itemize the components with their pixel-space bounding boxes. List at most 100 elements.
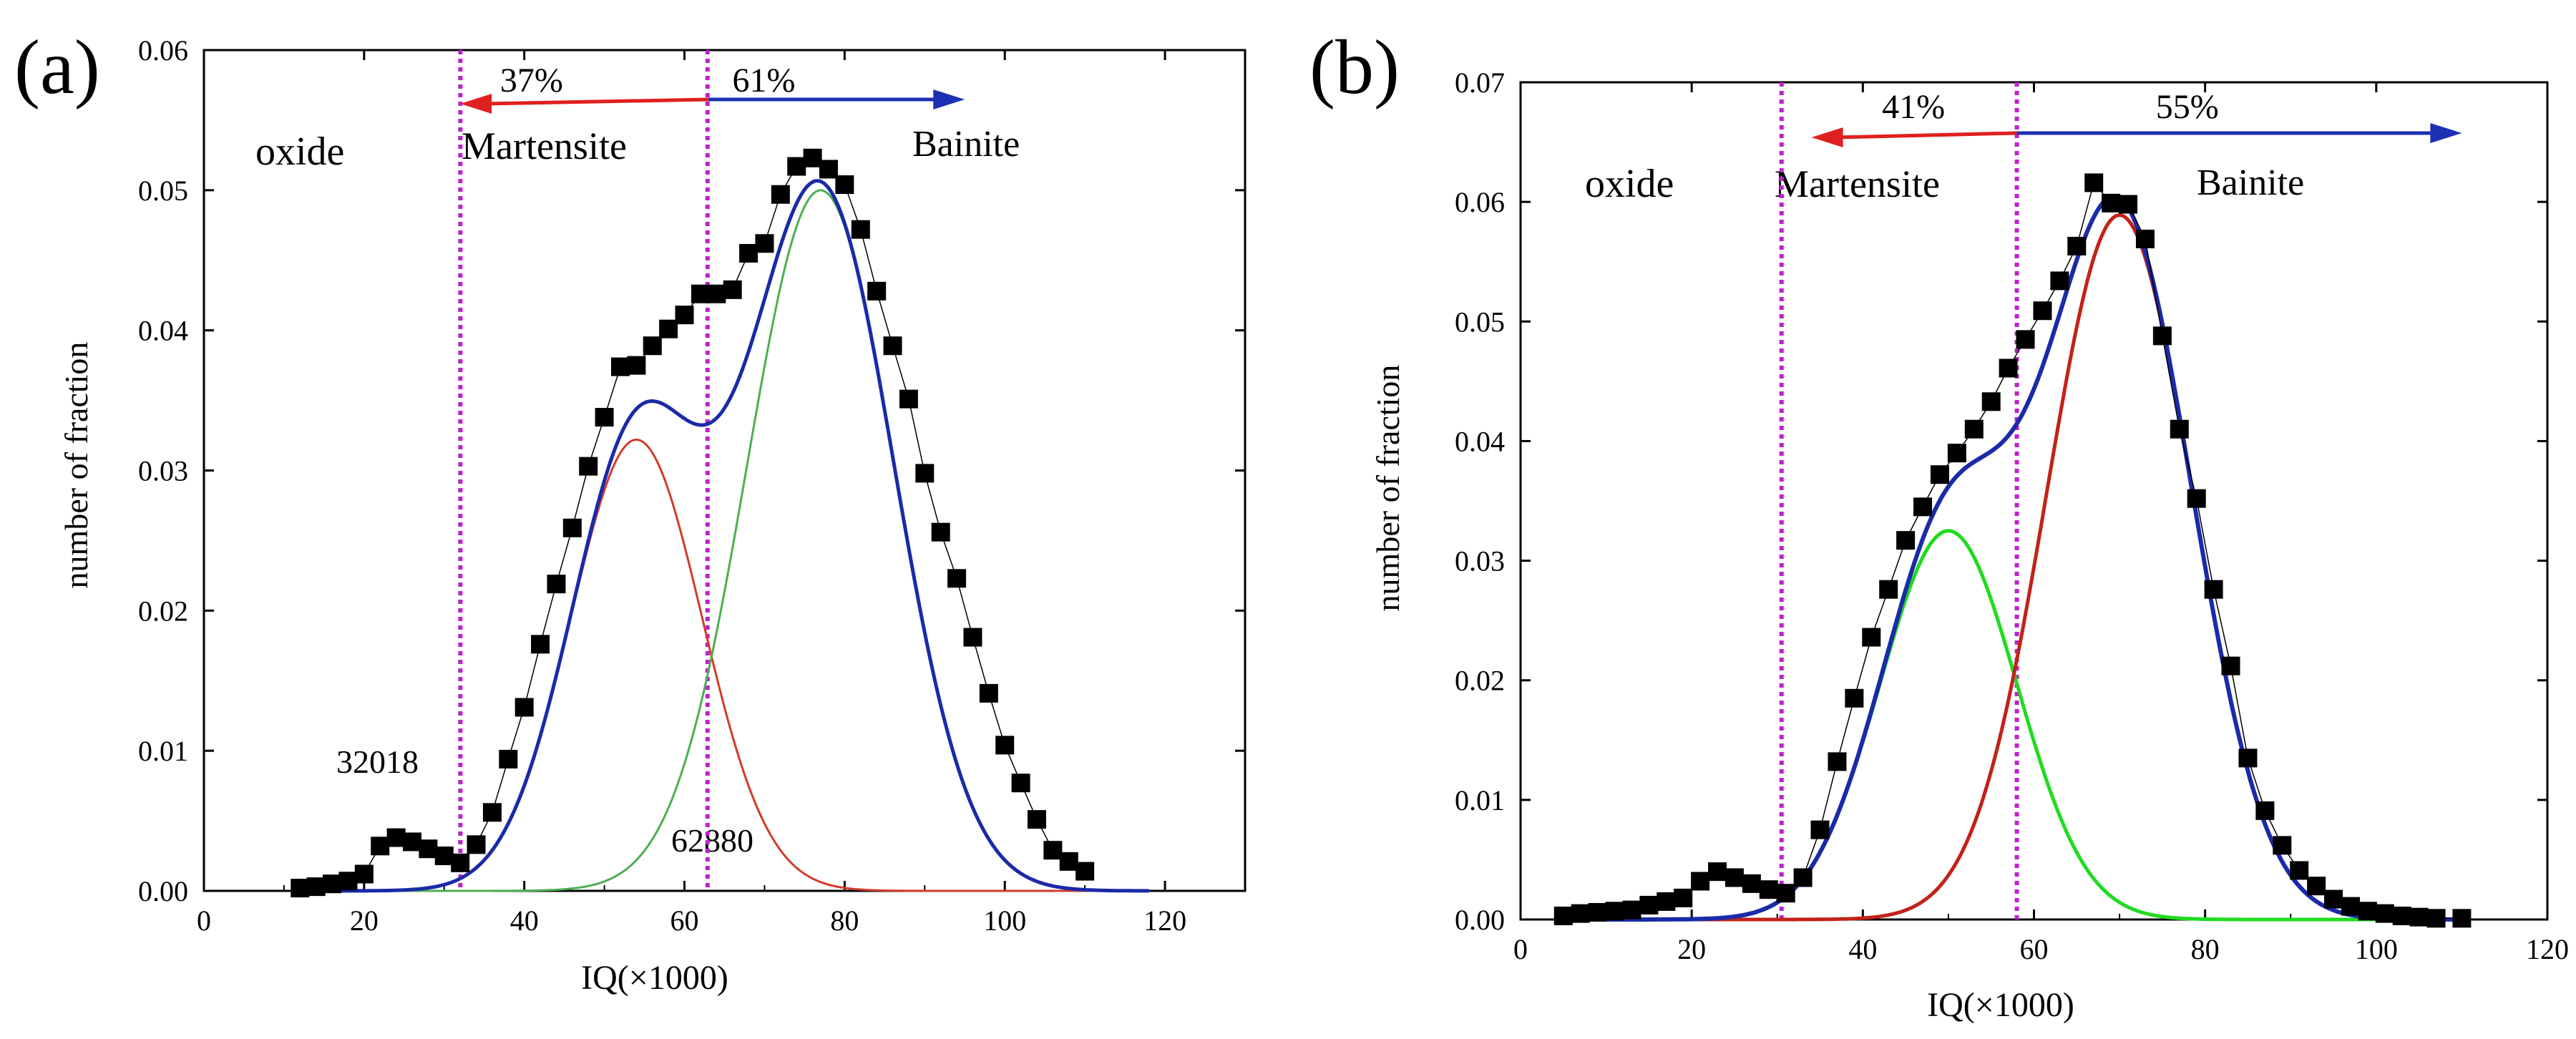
data-point [451,853,470,872]
data-point [1011,774,1030,793]
y-axis-label: number of fraction [58,342,94,589]
data-point [2341,897,2360,916]
data-point [739,243,758,263]
data-point [1075,862,1095,881]
data-point [1605,902,1624,921]
data-point [547,575,566,594]
data-point [2119,195,2138,214]
x-tick-label: 120 [1143,904,1186,937]
data-point [323,874,342,894]
x-tick-label: 40 [510,904,539,937]
data-point [1657,892,1676,911]
bainite-arrow-head [933,89,965,109]
plot-frame [1519,81,2549,921]
x-tick-label: 80 [2191,933,2220,965]
chart-panel-b: (b) oxide Martensite Bainite 41% 55% IQ(… [1309,25,2569,1024]
y-tick-label: 0.02 [1455,665,1505,697]
data-point [1708,862,1727,882]
data-point [1059,852,1078,871]
data-point [723,280,742,299]
y-tick-label: 0.03 [138,455,188,487]
data-point [595,408,614,427]
data-point [2290,861,2309,880]
data-point [2084,173,2104,192]
data-point [579,457,598,476]
data-point [2238,748,2258,768]
data-point [1742,874,1761,893]
data-point [1896,531,1916,550]
data-point [1043,841,1063,860]
x-axis-label: IQ(×1000) [581,959,728,997]
data-point [1947,444,1966,463]
data-point [1571,904,1590,923]
data-point [531,635,550,654]
martensite-arrow-head [460,94,492,114]
martensite-percent: 41% [1882,88,1945,126]
data-point [1964,419,1984,439]
x-tick-label: 0 [1513,933,1528,965]
cumulative-fit-curve [300,179,1149,893]
data-point [707,284,726,303]
data-point [2135,229,2155,248]
y-tick-label: 0.03 [1455,545,1505,577]
data-point [1639,895,1659,914]
data-point [306,877,326,897]
data-point [803,148,822,167]
data-point [1845,688,1864,708]
data-point [2255,801,2275,820]
martensite-label: Martensite [462,125,627,167]
data-point [2324,889,2343,909]
data-point [1759,880,1778,899]
bainite-percent: 61% [732,62,795,99]
data-point [499,749,518,769]
y-tick-label: 0.05 [1455,306,1505,338]
y-tick-label: 0.07 [1455,67,1505,99]
data-point [2204,580,2223,599]
boundary-value-high: 62880 [671,822,753,859]
panel-label: (a) [14,25,100,110]
data-point [627,356,646,375]
data-point [1553,906,1573,925]
data-point [2102,193,2121,213]
data-point [1981,392,2001,411]
data-point [2358,902,2377,921]
data-point [467,835,486,854]
data-point [1828,752,1847,771]
data-point [2273,836,2292,855]
martensite-arrow-head [1811,127,1843,147]
bainite-arrow-head [2430,123,2462,143]
data-point [1930,465,1949,484]
data-point [659,319,678,338]
data-point [434,847,454,866]
oxide-label: oxide [255,130,344,174]
data-point [851,220,870,239]
x-tick-label: 120 [2526,933,2569,965]
x-tick-label: 0 [197,904,211,937]
bainite-percent: 55% [2156,88,2219,126]
data-point [1674,888,1693,907]
y-tick-label: 0.02 [138,595,188,627]
y-tick-label: 0.04 [138,315,188,347]
data-point [1913,497,1933,517]
x-tick-label: 60 [670,904,699,937]
gaussian-curve [1563,529,2462,922]
data-point [1691,872,1710,891]
data-point [755,234,774,253]
data-point [1810,820,1830,839]
data-point [1793,868,1813,887]
data-point [2050,271,2069,291]
data-point [2452,909,2472,928]
data-point [2016,330,2035,349]
data-point [2033,301,2052,321]
data-point [611,357,630,376]
y-tick-label: 0.05 [138,175,188,207]
data-point [2307,877,2326,896]
data-point [675,306,694,325]
x-tick-label: 100 [983,904,1026,937]
data-point [899,389,918,409]
oxide-label: oxide [1585,162,1674,206]
data-point [771,185,790,204]
data-point [819,160,838,179]
panel-label: (b) [1309,25,1400,110]
